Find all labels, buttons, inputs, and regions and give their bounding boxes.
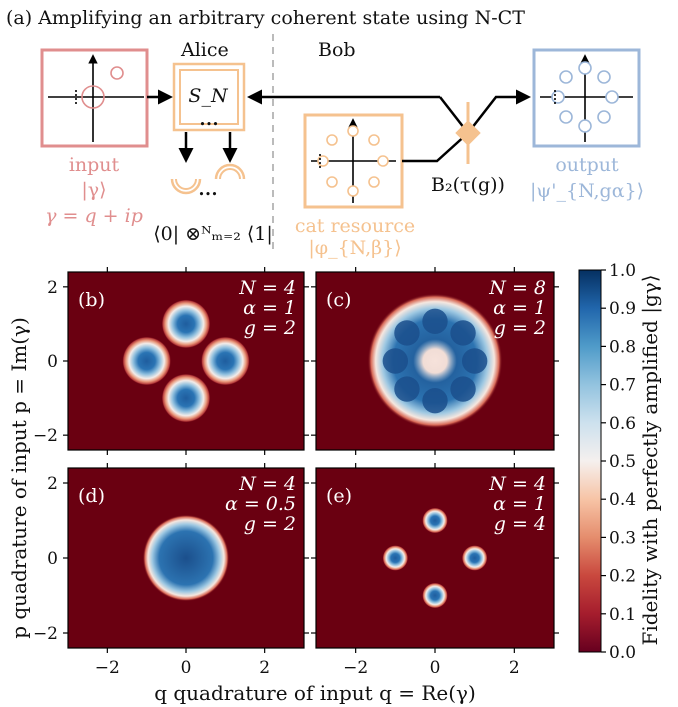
sn-operation-box: S_N •••	[172, 62, 246, 132]
panel-param-g: g = 2	[244, 513, 296, 535]
panel-param-N: N = 8	[488, 277, 546, 299]
fidelity-center	[413, 339, 457, 383]
colorbar-tick-label: 0.8	[609, 337, 636, 357]
panel-letter: (c)	[326, 289, 351, 311]
x-tick-label: 2	[259, 658, 270, 678]
y-tick-label: −2	[33, 426, 58, 446]
input-ket: |γ⟩	[81, 179, 106, 201]
alice-label: Alice	[180, 39, 229, 61]
heatmap-panel-c: (c) N = 8α = 1g = 2	[311, 267, 559, 455]
panel-param-N: N = 4	[238, 277, 296, 299]
colorbar-tick-label: 0.6	[609, 414, 636, 434]
fidelity-lobe	[461, 545, 488, 571]
input-phase-space-box	[40, 48, 149, 148]
fidelity-lobe	[450, 320, 476, 346]
gamma-equation: γ = q + ip	[45, 205, 143, 227]
svg-text:•••: •••	[198, 188, 217, 201]
x-tick-label: 2	[509, 658, 520, 678]
fidelity-lobe	[422, 308, 448, 335]
panel-param-g: g = 4	[494, 513, 546, 535]
fidelity-lobe	[161, 299, 211, 349]
x-tick-label: 0	[181, 658, 192, 678]
colorbar-tick-label: 0.7	[609, 376, 636, 396]
fidelity-lobe	[382, 348, 409, 374]
x-tick-label: −2	[343, 658, 368, 678]
bob-output-path	[467, 89, 531, 134]
colorbar: 0.0 0.1 0.2 0.3 0.4 0.5 0.6 0.7 0.8 0.9 1.0 Fideli…	[578, 261, 663, 663]
fidelity-lobe	[394, 376, 420, 402]
fidelity-lobe	[200, 336, 250, 386]
fidelity-blob	[142, 514, 230, 602]
fidelity-lobe	[422, 387, 448, 414]
bob-label: Bob	[318, 39, 356, 61]
y-tick-label: −2	[33, 624, 58, 644]
colorbar-tick-label: 0.4	[609, 490, 636, 510]
diagram-title: (a) Amplifying an arbitrary coherent sta…	[6, 7, 525, 29]
fidelity-lobe	[422, 507, 448, 534]
x-axis-label: q quadrature of input q = Re(γ)	[154, 681, 476, 705]
fidelity-lobe	[461, 348, 488, 374]
colorbar-tick-label: 0.0	[609, 643, 636, 663]
beam-splitter-label: B₂(τ(g))	[431, 174, 505, 196]
output-phase-space-box	[532, 48, 641, 148]
colorbar-label: Fidelity with perfectly amplified |gγ⟩	[638, 274, 663, 645]
schematic-diagram: (a) Amplifying an arbitrary coherent sta…	[6, 7, 644, 259]
colorbar-tick-label: 0.2	[609, 567, 636, 587]
panel-param-alpha: α = 1	[493, 297, 546, 319]
x-tick-label: 0	[430, 658, 441, 678]
panel-param-g: g = 2	[244, 317, 296, 339]
heatmap-panels: −202(b)N = 4α = 1g = 2(c)N = 8α = 1g = 2…	[33, 267, 559, 678]
fidelity-lobe	[382, 545, 409, 571]
panel-param-g: g = 2	[494, 317, 546, 339]
colorbar-tick-label: 0.1	[609, 605, 636, 625]
colorbar-gradient	[578, 269, 602, 653]
y-tick-label: 0	[47, 352, 58, 372]
y-axis-label: p quadrature of input p = Im(γ)	[7, 317, 31, 639]
fidelity-lobe	[161, 373, 211, 423]
y-tick-label: 2	[47, 474, 58, 494]
panel-letter: (b)	[78, 289, 105, 311]
heatmap-panel-e: −2 0 2 (e) N = 4α = 1g = 4	[311, 463, 559, 678]
panel-background	[316, 468, 554, 648]
input-label: input	[69, 154, 120, 176]
panel-param-alpha: α = 0.5	[225, 493, 296, 515]
bob-lower-path	[402, 132, 469, 163]
cat-resource-ket: |φ_{N,β}⟩	[308, 237, 401, 259]
panel-letter: (e)	[326, 485, 352, 507]
output-label: output	[555, 154, 619, 176]
cat-resource-box	[303, 113, 404, 209]
heatmap-panel-d: −2 0 2 −2 0 2 (d) N = 4α = 0.5g = 2	[33, 463, 309, 678]
y-tick-label: 0	[47, 549, 58, 569]
fidelity-lobe	[122, 336, 172, 386]
photon-detectors: •••	[170, 163, 246, 201]
x-tick-label: −2	[95, 658, 120, 678]
panel-param-alpha: α = 1	[493, 493, 546, 515]
heatmap-panel-b: −2 0 2 (b) N = 4α = 1g = 2	[33, 267, 309, 455]
panel-letter: (d)	[78, 485, 105, 507]
fidelity-lobe	[422, 582, 448, 609]
y-tick-label: 2	[47, 278, 58, 298]
panel-param-alpha: α = 1	[243, 297, 296, 319]
colorbar-tick-label: 0.3	[609, 528, 636, 548]
colorbar-tick-label: 1.0	[609, 261, 636, 281]
fidelity-lobe	[394, 320, 420, 346]
cat-resource-label: cat resource	[295, 215, 415, 237]
fidelity-lobe	[450, 376, 476, 402]
output-ket: |ψ'_{N,gα}⟩	[530, 180, 644, 202]
svg-text:•••: •••	[199, 118, 218, 131]
svg-text:S_N: S_N	[188, 85, 229, 107]
projection-label: ⟨0| ⊗ᴺₘ₌₂ ⟨1|	[153, 223, 273, 245]
panel-param-N: N = 4	[238, 473, 296, 495]
colorbar-tick-label: 0.9	[609, 299, 636, 319]
beam-splitter	[455, 102, 481, 164]
colorbar-tick-label: 0.5	[609, 452, 636, 472]
panel-param-N: N = 4	[488, 473, 546, 495]
